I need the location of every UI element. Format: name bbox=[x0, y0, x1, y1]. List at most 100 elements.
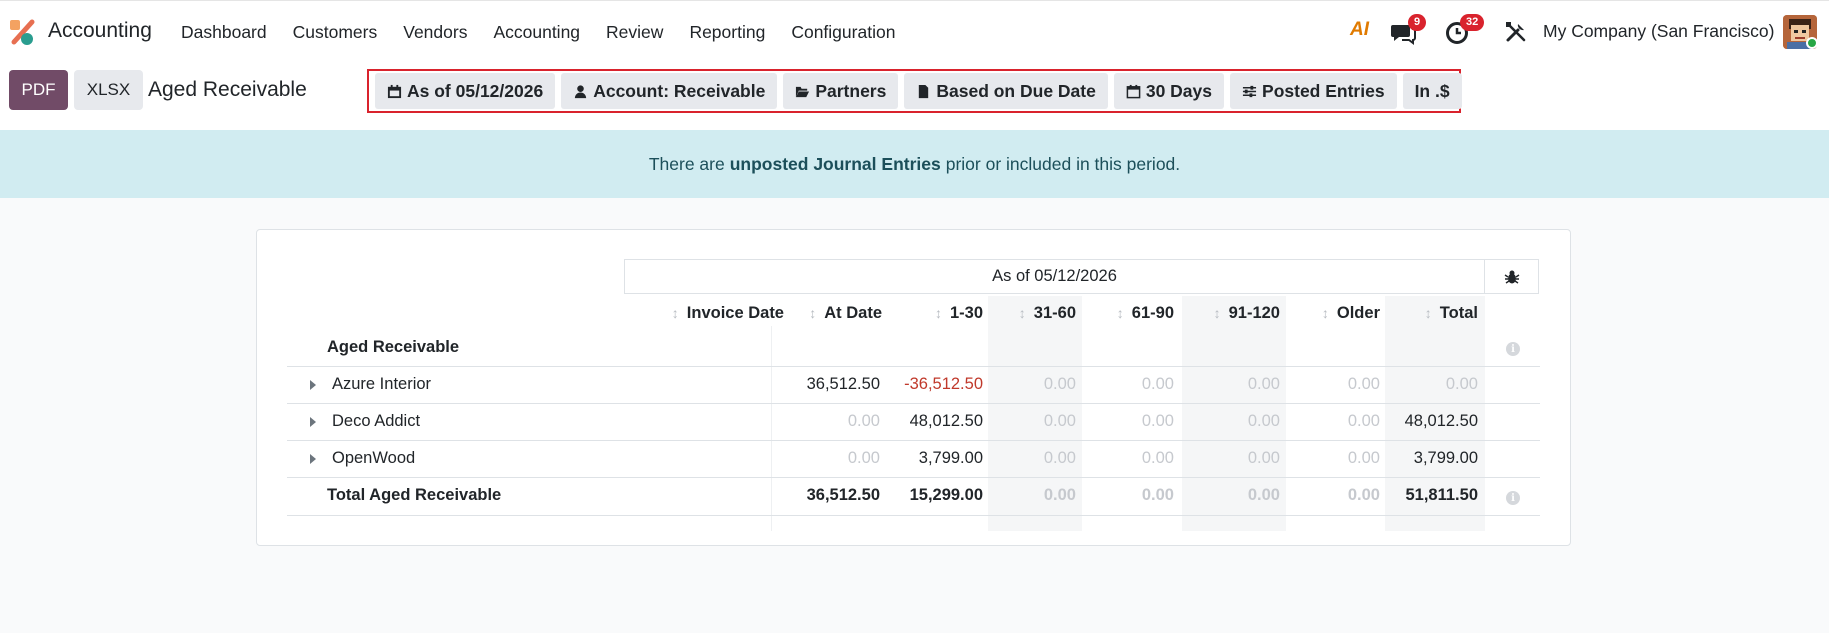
col-header-label: Total bbox=[1439, 303, 1478, 322]
col-header-label: 31-60 bbox=[1033, 303, 1076, 322]
cell-61-90: 0.00 bbox=[1141, 375, 1174, 393]
cell-91-120: 0.00 bbox=[1247, 412, 1280, 430]
ai-icon[interactable]: AI bbox=[1350, 19, 1369, 40]
col-header-older[interactable]: ↕ Older bbox=[1286, 302, 1380, 324]
sort-icon: ↕ bbox=[1321, 305, 1329, 321]
col-header-at-date[interactable]: ↕ At Date bbox=[777, 302, 882, 324]
cell-at-date: 0.00 bbox=[847, 449, 880, 467]
filter-date[interactable]: As of 05/12/2026 bbox=[375, 73, 556, 109]
filter-account[interactable]: Account: Receivable bbox=[561, 73, 778, 109]
calendar-icon bbox=[387, 84, 402, 98]
cell-total: 0.00 bbox=[1445, 375, 1478, 393]
expand-caret-icon[interactable] bbox=[310, 454, 316, 464]
tools-icon[interactable] bbox=[1504, 20, 1528, 44]
unposted-entries-link[interactable]: unposted Journal Entries bbox=[729, 153, 941, 174]
menu-customers[interactable]: Customers bbox=[292, 21, 378, 42]
sort-icon: ↕ bbox=[1018, 305, 1026, 321]
folder-open-icon bbox=[796, 86, 810, 97]
debug-button[interactable] bbox=[1484, 259, 1539, 294]
info-icon[interactable]: i bbox=[1506, 342, 1520, 356]
info-icon[interactable]: i bbox=[1506, 491, 1520, 505]
col-header-61-90[interactable]: ↕ 61-90 bbox=[1082, 302, 1174, 324]
partner-azure-interior[interactable]: Azure Interior bbox=[332, 375, 432, 393]
col-header-91-120[interactable]: ↕ 91-120 bbox=[1182, 302, 1280, 324]
shade-col-total bbox=[1385, 296, 1485, 531]
menu-vendors[interactable]: Vendors bbox=[403, 21, 468, 42]
total-91-120: 0.00 bbox=[1247, 486, 1280, 504]
sort-icon: ↕ bbox=[1213, 305, 1221, 321]
alert-prefix: There are bbox=[648, 153, 725, 174]
expand-caret-icon[interactable] bbox=[310, 417, 316, 427]
filter-posted[interactable]: Posted Entries bbox=[1230, 73, 1397, 109]
total-1-30: 15,299.00 bbox=[909, 486, 983, 504]
cell-61-90: 0.00 bbox=[1141, 449, 1174, 467]
unposted-entries-alert: There are unposted Journal Entries prior… bbox=[0, 130, 1829, 198]
partner-deco-addict[interactable]: Deco Addict bbox=[332, 412, 421, 430]
filter-due-date[interactable]: Based on Due Date bbox=[904, 73, 1108, 109]
accounting-app-icon[interactable] bbox=[8, 18, 36, 46]
sliders-icon bbox=[1242, 85, 1257, 97]
cell-91-120: 0.00 bbox=[1247, 375, 1280, 393]
menu-configuration[interactable]: Configuration bbox=[791, 21, 896, 42]
col-header-label: 61-90 bbox=[1131, 303, 1174, 322]
filter-currency-label: In .$ bbox=[1414, 80, 1450, 101]
menu-review[interactable]: Review bbox=[606, 21, 664, 42]
cell-31-60: 0.00 bbox=[1043, 412, 1076, 430]
period-header: As of 05/12/2026 bbox=[624, 259, 1485, 294]
filter-period[interactable]: 30 Days bbox=[1113, 73, 1225, 109]
online-status-dot bbox=[1806, 37, 1818, 49]
col-divider bbox=[771, 326, 772, 531]
top-navbar: Accounting Dashboard Customers Vendors A… bbox=[0, 0, 1829, 62]
total-at-date: 36,512.50 bbox=[806, 486, 880, 504]
sort-icon: ↕ bbox=[809, 305, 817, 321]
col-header-label: At Date bbox=[824, 303, 882, 322]
cell-31-60: 0.00 bbox=[1043, 449, 1076, 467]
total-total: 51,811.50 bbox=[1405, 486, 1479, 504]
activity-badge: 32 bbox=[1460, 14, 1485, 31]
cell-at-date[interactable]: 36,512.50 bbox=[806, 375, 880, 393]
cell-1-30[interactable]: 3,799.00 bbox=[918, 449, 983, 467]
col-header-total[interactable]: ↕ Total bbox=[1385, 302, 1478, 324]
activity-clock-icon[interactable] bbox=[1444, 20, 1470, 46]
section-title: Aged Receivable bbox=[327, 338, 460, 356]
row-divider bbox=[287, 477, 1540, 478]
control-panel: PDF XLSX Aged Receivable As of 05/12/202… bbox=[0, 62, 1829, 130]
filter-partners[interactable]: Partners bbox=[783, 73, 899, 109]
menu-reporting[interactable]: Reporting bbox=[689, 21, 766, 42]
filter-partners-label: Partners bbox=[815, 80, 887, 101]
col-header-label: 91-120 bbox=[1228, 303, 1280, 322]
user-avatar[interactable] bbox=[1783, 15, 1817, 49]
col-header-31-60[interactable]: ↕ 31-60 bbox=[988, 302, 1076, 324]
filter-date-label: As of 05/12/2026 bbox=[407, 80, 544, 101]
report-card: As of 05/12/2026 ↕ Invoice Date ↕ At Date … bbox=[256, 229, 1571, 546]
col-header-1-30[interactable]: ↕ 1-30 bbox=[887, 302, 983, 324]
cell-31-60: 0.00 bbox=[1043, 375, 1076, 393]
total-61-90: 0.00 bbox=[1141, 486, 1174, 504]
partner-openwood[interactable]: OpenWood bbox=[332, 449, 416, 467]
main-menu: Dashboard Customers Vendors Accounting R… bbox=[168, 1, 908, 63]
filter-account-label: Account: Receivable bbox=[593, 80, 766, 101]
col-at-date-bg bbox=[771, 296, 881, 531]
shade-col-91-120 bbox=[1182, 296, 1286, 531]
xlsx-button[interactable]: XLSX bbox=[74, 70, 143, 110]
sort-icon: ↕ bbox=[1116, 305, 1124, 321]
menu-dashboard[interactable]: Dashboard bbox=[181, 21, 267, 42]
alert-suffix: prior or included in this period. bbox=[945, 153, 1181, 174]
row-divider bbox=[287, 403, 1540, 404]
col-header-invoice-date[interactable]: ↕ Invoice Date bbox=[637, 302, 784, 324]
cell-1-30[interactable]: -36,512.50 bbox=[904, 375, 983, 393]
chat-badge: 9 bbox=[1408, 14, 1427, 31]
cell-1-30[interactable]: 48,012.50 bbox=[909, 412, 983, 430]
calendar-outline-icon bbox=[1126, 84, 1141, 98]
pdf-button[interactable]: PDF bbox=[9, 70, 68, 110]
expand-caret-icon[interactable] bbox=[310, 380, 316, 390]
user-icon bbox=[575, 84, 587, 98]
page-title: Aged Receivable bbox=[148, 78, 307, 101]
shade-col-31-60 bbox=[988, 296, 1082, 531]
cell-total[interactable]: 3,799.00 bbox=[1413, 449, 1478, 467]
cell-total[interactable]: 48,012.50 bbox=[1404, 412, 1478, 430]
menu-accounting[interactable]: Accounting bbox=[493, 21, 581, 42]
filter-currency[interactable]: In .$ bbox=[1402, 73, 1462, 109]
company-switcher[interactable]: My Company (San Francisco) bbox=[1543, 21, 1775, 41]
app-name[interactable]: Accounting bbox=[48, 19, 152, 42]
